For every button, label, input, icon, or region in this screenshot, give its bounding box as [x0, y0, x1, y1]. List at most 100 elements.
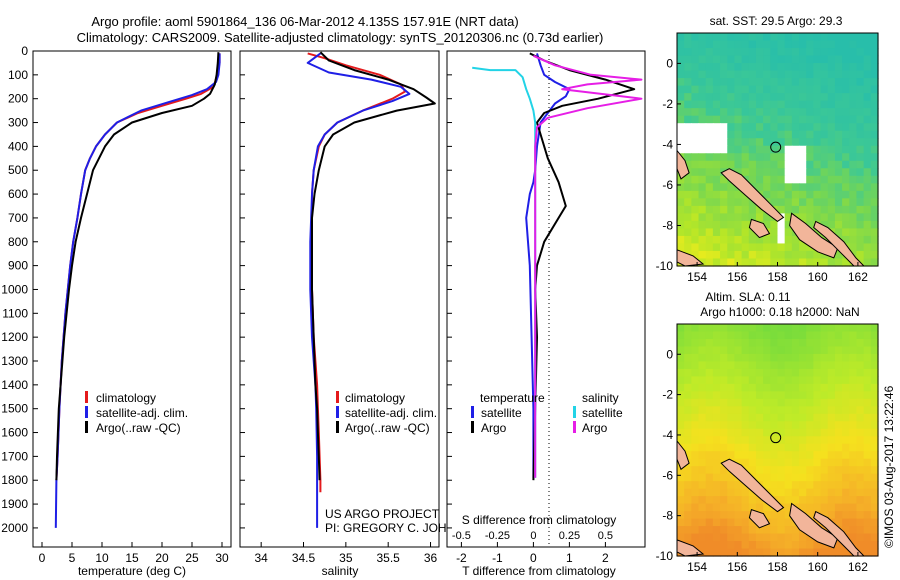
map-cell	[799, 153, 807, 162]
map-cell	[712, 130, 721, 139]
map-cell	[849, 406, 858, 415]
map-cell	[770, 481, 779, 490]
map-cell	[677, 391, 685, 400]
map-cell	[849, 123, 858, 132]
map-cell	[748, 428, 757, 437]
series-argo	[55, 52, 220, 481]
map-cell	[813, 70, 822, 79]
map-cell	[770, 376, 779, 385]
map-cell	[863, 361, 872, 370]
legend-title-salinity: salinity	[582, 391, 619, 405]
map-cell	[677, 496, 685, 505]
map-x-tick-label: 154	[687, 560, 707, 574]
map-cell	[684, 228, 692, 237]
map-cell	[856, 78, 865, 87]
map-cell	[727, 368, 736, 377]
map-cell	[842, 473, 850, 482]
map-cell	[677, 413, 685, 422]
map-cell	[698, 331, 707, 340]
map-cell	[863, 481, 872, 490]
map-cell	[720, 391, 728, 400]
map-cell	[712, 526, 721, 535]
map-cell	[763, 235, 771, 245]
map-cell	[863, 391, 872, 400]
map-cell	[777, 85, 786, 94]
map-cell	[849, 496, 858, 505]
map-cell	[705, 160, 714, 169]
map-cell	[842, 361, 850, 370]
map-cell	[834, 70, 843, 79]
map-x-tick-label: 162	[848, 560, 868, 574]
map-cell	[727, 258, 736, 267]
map-cell	[813, 138, 822, 147]
map-cell	[777, 235, 786, 245]
series-salinity-argo	[532, 54, 643, 478]
map-cell	[684, 391, 692, 400]
map-cell	[777, 548, 786, 557]
legend-title-temperature: temperature	[480, 391, 545, 405]
map-cell	[734, 383, 743, 392]
map-cell	[734, 413, 743, 422]
legend-swatch-climatology	[85, 391, 88, 403]
y-tick-label: 1800	[1, 473, 28, 487]
map-cell	[842, 353, 850, 363]
map-cell	[870, 63, 879, 72]
map-cell	[734, 78, 743, 87]
map-cell	[784, 488, 793, 497]
map-cell	[755, 48, 764, 57]
map-cell	[727, 324, 736, 333]
map-cell	[863, 466, 872, 475]
land-outline	[748, 218, 771, 239]
map-cell	[827, 436, 836, 445]
map-cell	[763, 421, 771, 430]
map-cell	[791, 376, 800, 385]
map-cell	[698, 183, 707, 192]
map-cell	[813, 353, 822, 363]
map-cell	[684, 406, 692, 415]
map-cell	[856, 413, 865, 422]
map-cell	[856, 115, 865, 124]
map-cell	[791, 398, 800, 407]
map-cell	[727, 250, 736, 260]
map-x-tick-label: 160	[808, 270, 828, 284]
map-cell	[720, 518, 728, 527]
map-cell	[842, 421, 850, 430]
map-cell	[849, 78, 858, 87]
map-cell	[748, 518, 757, 527]
map-cell	[777, 168, 786, 177]
map-cell	[727, 55, 736, 64]
map-cell	[698, 541, 707, 550]
map-cell	[748, 443, 757, 452]
map-cell	[677, 511, 685, 520]
map-cell	[834, 511, 843, 520]
map-cell	[705, 526, 714, 535]
map-cell	[741, 383, 750, 392]
map-cell	[784, 368, 793, 377]
map-cell	[777, 183, 786, 192]
map-cell	[806, 168, 814, 177]
map-cell	[770, 383, 779, 392]
map-cell	[863, 235, 872, 245]
map-cell	[791, 488, 800, 497]
map-cell	[849, 391, 858, 400]
map-cell	[763, 526, 771, 535]
map-cell	[820, 55, 829, 64]
map-cell	[684, 331, 692, 340]
map-cell	[834, 205, 843, 214]
map-cell	[691, 458, 700, 467]
map-cell	[734, 338, 743, 348]
map-cell	[734, 220, 743, 230]
map-cell	[741, 368, 750, 377]
map-cell	[705, 48, 714, 57]
map-cell	[842, 436, 850, 445]
map-cell	[820, 473, 829, 482]
map-cell	[712, 391, 721, 400]
map-cell	[720, 541, 728, 550]
map-cell	[806, 338, 814, 348]
map-cell	[770, 541, 779, 550]
map-cell	[813, 443, 822, 452]
map-cell	[677, 33, 685, 42]
map-cell	[741, 451, 750, 460]
map-cell	[856, 243, 865, 252]
map-cell	[770, 40, 779, 49]
